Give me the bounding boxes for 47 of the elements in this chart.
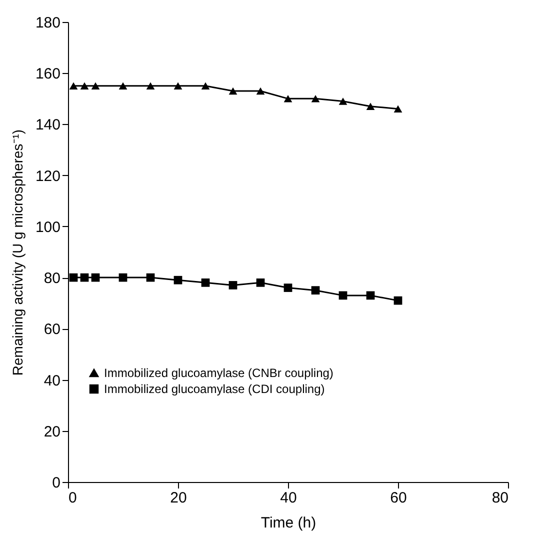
- point: [256, 87, 265, 95]
- y-tick-label: 0: [52, 474, 60, 492]
- y-tick-label: 40: [44, 372, 60, 390]
- y-tick-label: 20: [44, 423, 60, 440]
- point: [256, 278, 265, 287]
- point: [201, 278, 210, 287]
- point: [146, 273, 155, 282]
- point: [91, 82, 100, 90]
- point: [80, 273, 89, 282]
- legend-label: Immobilized glucoamylase (CNBr coupling): [104, 366, 334, 380]
- point: [338, 98, 348, 105]
- point: [174, 276, 182, 284]
- x-tick-label: 20: [170, 490, 187, 506]
- point: [174, 82, 182, 90]
- point: [118, 82, 128, 90]
- y-tick-label: 160: [35, 66, 60, 83]
- x-tick-label: 0: [68, 490, 77, 506]
- point: [366, 102, 375, 110]
- x-axis-title: Time (h): [260, 514, 316, 532]
- point: [284, 95, 292, 102]
- point: [394, 105, 402, 113]
- point: [338, 291, 348, 300]
- point: [201, 82, 210, 90]
- x-tick-label: 80: [492, 490, 508, 506]
- point: [69, 273, 78, 282]
- point: [118, 273, 128, 282]
- y-tick-label: 60: [44, 321, 60, 338]
- point: [69, 82, 78, 90]
- y-tick-label: 100: [35, 218, 60, 236]
- point: [311, 95, 320, 102]
- y-tick-label: 180: [35, 14, 60, 32]
- point: [394, 296, 402, 305]
- point: [284, 284, 292, 292]
- point: [228, 87, 238, 95]
- x-tick-label: 60: [390, 490, 407, 506]
- point: [366, 291, 375, 300]
- point: [228, 281, 238, 290]
- y-tick-label: 120: [35, 168, 60, 185]
- point: [80, 82, 89, 90]
- y-tick-label: 80: [44, 270, 60, 288]
- y-axis-title: Remaining activity (U g microspheres⁻¹): [9, 129, 26, 376]
- point: [146, 82, 155, 90]
- point: [91, 273, 100, 282]
- y-tick-label: 140: [35, 116, 60, 134]
- x-tick-label: 40: [280, 490, 297, 506]
- point: [311, 286, 320, 295]
- legend-label: Immobilized glucoamylase (CDI coupling): [104, 382, 325, 396]
